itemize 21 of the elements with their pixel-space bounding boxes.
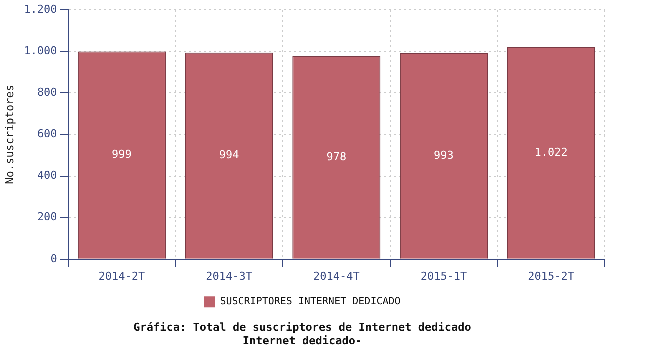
x-tick-label: 2015-1T <box>420 270 468 283</box>
data-label: 1.022 <box>534 146 568 159</box>
text: Internet dedicado- <box>242 334 362 348</box>
text: Gráfica: Total de suscriptores de Internet dedicado <box>134 321 472 334</box>
legend-label: SUSCRIPTORES INTERNET DEDICADO <box>220 296 401 308</box>
data-label: 978 <box>326 150 347 164</box>
x-tick-label: 2014-2T <box>98 270 146 283</box>
y-tick-label: 1.200 <box>24 2 58 16</box>
data-label: 993 <box>434 148 454 162</box>
y-tick-label: 400 <box>37 169 58 182</box>
y-tick-label: 800 <box>37 86 58 99</box>
y-tick-label: 200 <box>37 210 58 224</box>
x-tick-label: 2014-3T <box>206 270 253 283</box>
data-label: 994 <box>219 148 240 162</box>
y-tick-label: 1.000 <box>24 44 58 58</box>
y-tick-label: 0 <box>50 252 58 266</box>
data-label: 999 <box>112 148 132 162</box>
x-tick-label: 2015-2T <box>528 270 575 283</box>
x-tick-label: 2014-4T <box>313 270 360 283</box>
y-axis-title: No.suscriptores <box>3 85 16 184</box>
y-tick-label: 600 <box>37 128 58 141</box>
